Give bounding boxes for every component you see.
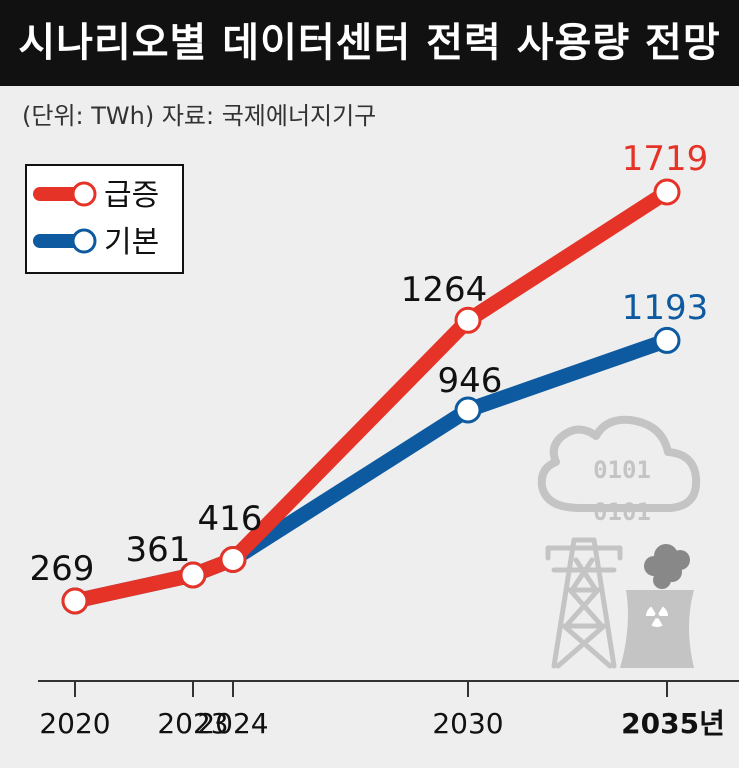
- legend-label-0: 급증: [104, 178, 159, 213]
- title-bar: [0, 0, 739, 86]
- cloud-icon: 0101 0101: [537, 415, 701, 526]
- data-label-6: 1193: [622, 288, 709, 328]
- x-tick-label-2: 2024: [197, 707, 268, 740]
- data-label-3: 1264: [401, 270, 488, 310]
- x-tick-label-4: 2035년: [621, 707, 725, 740]
- x-axis-ticks: [74, 681, 668, 697]
- legend-marker-1: [71, 228, 97, 254]
- marker-0-3: [454, 306, 482, 334]
- x-tick-label-0: 2020: [39, 707, 110, 740]
- marker-0-0: [61, 587, 89, 615]
- data-label-0: 269: [30, 549, 95, 589]
- data-label-1: 361: [126, 530, 191, 570]
- marker-1-3: [454, 396, 482, 424]
- legend-marker-0: [71, 181, 97, 207]
- data-label-5: 1719: [622, 139, 709, 179]
- binary-text-2: 0101: [593, 498, 651, 526]
- binary-text-1: 0101: [593, 456, 651, 484]
- marker-0-2: [219, 546, 247, 573]
- legend-label-1: 기본: [104, 225, 159, 260]
- unit-source-note: (단위: TWh) 자료: 국제에너지기구: [22, 102, 377, 130]
- data-label-2: 416: [198, 499, 263, 539]
- marker-1-4: [653, 326, 681, 354]
- data-label-4: 946: [438, 361, 503, 401]
- x-tick-label-1: 2023: [157, 707, 228, 740]
- marker-0-4: [653, 178, 681, 206]
- series-markers: [61, 178, 681, 615]
- marker-0-1: [179, 561, 207, 589]
- power-tower-icon: [545, 537, 623, 669]
- page-title: 시나리오별 데이터센터 전력 사용량 전망: [18, 20, 721, 66]
- nuclear-plant-icon: [620, 544, 694, 668]
- x-tick-label-3: 2030: [432, 707, 503, 740]
